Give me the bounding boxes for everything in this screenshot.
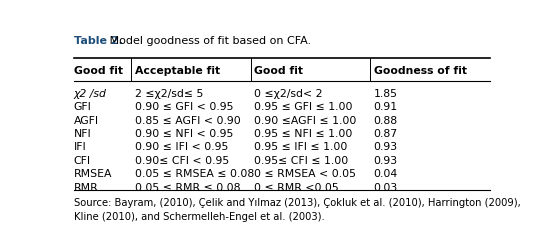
- Text: 0.90 ≤ NFI < 0.95: 0.90 ≤ NFI < 0.95: [135, 129, 233, 139]
- Text: CFI: CFI: [74, 156, 91, 166]
- Text: 0 ≤χ2/sd< 2: 0 ≤χ2/sd< 2: [254, 89, 323, 99]
- Text: 0 ≤ RMR <0.05: 0 ≤ RMR <0.05: [254, 182, 339, 193]
- Text: GFI: GFI: [74, 102, 92, 112]
- Text: Kline (2010), and Schermelleh-Engel et al. (2003).: Kline (2010), and Schermelleh-Engel et a…: [74, 212, 324, 222]
- Text: AGFI: AGFI: [74, 115, 99, 126]
- Text: 0.95 ≤ NFI ≤ 1.00: 0.95 ≤ NFI ≤ 1.00: [254, 129, 353, 139]
- Text: NFI: NFI: [74, 129, 92, 139]
- Text: Model goodness of fit based on CFA.: Model goodness of fit based on CFA.: [106, 36, 311, 45]
- Text: Table 2.: Table 2.: [74, 36, 123, 45]
- Text: 0 ≤ RMSEA < 0.05: 0 ≤ RMSEA < 0.05: [254, 169, 356, 179]
- Text: 0.05 ≤ RMR ≤ 0.08: 0.05 ≤ RMR ≤ 0.08: [135, 182, 240, 193]
- Text: 0.85 ≤ AGFI < 0.90: 0.85 ≤ AGFI < 0.90: [135, 115, 240, 126]
- Text: Good fit: Good fit: [74, 66, 123, 76]
- Text: Good fit: Good fit: [254, 66, 303, 76]
- Text: 0.90≤ CFI < 0.95: 0.90≤ CFI < 0.95: [135, 156, 229, 166]
- Text: Acceptable fit: Acceptable fit: [135, 66, 220, 76]
- Text: χ2 /sd: χ2 /sd: [74, 89, 107, 99]
- Text: 0.04: 0.04: [373, 169, 398, 179]
- Text: 0.91: 0.91: [373, 102, 398, 112]
- Text: RMSEA: RMSEA: [74, 169, 112, 179]
- Text: 0.03: 0.03: [373, 182, 398, 193]
- Text: 2 ≤χ2/sd≤ 5: 2 ≤χ2/sd≤ 5: [135, 89, 203, 99]
- Text: 0.95≤ CFI ≤ 1.00: 0.95≤ CFI ≤ 1.00: [254, 156, 348, 166]
- Text: Source: Bayram, (2010), Çelik and Yılmaz (2013), Çokluk et al. (2010), Harringto: Source: Bayram, (2010), Çelik and Yılmaz…: [74, 198, 521, 208]
- Text: 0.05 ≤ RMSEA ≤ 0.08: 0.05 ≤ RMSEA ≤ 0.08: [135, 169, 254, 179]
- Text: 0.88: 0.88: [373, 115, 398, 126]
- Text: 0.95 ≤ IFI ≤ 1.00: 0.95 ≤ IFI ≤ 1.00: [254, 142, 348, 152]
- Text: 1.85: 1.85: [373, 89, 398, 99]
- Text: 0.90 ≤ GFI < 0.95: 0.90 ≤ GFI < 0.95: [135, 102, 233, 112]
- Text: 0.90 ≤AGFI ≤ 1.00: 0.90 ≤AGFI ≤ 1.00: [254, 115, 356, 126]
- Text: IFI: IFI: [74, 142, 86, 152]
- Text: 0.95 ≤ GFI ≤ 1.00: 0.95 ≤ GFI ≤ 1.00: [254, 102, 353, 112]
- Text: 0.90 ≤ IFI < 0.95: 0.90 ≤ IFI < 0.95: [135, 142, 228, 152]
- Text: Goodness of fit: Goodness of fit: [373, 66, 466, 76]
- Text: RMR: RMR: [74, 182, 98, 193]
- Text: 0.93: 0.93: [373, 156, 398, 166]
- Text: 0.87: 0.87: [373, 129, 398, 139]
- Text: 0.93: 0.93: [373, 142, 398, 152]
